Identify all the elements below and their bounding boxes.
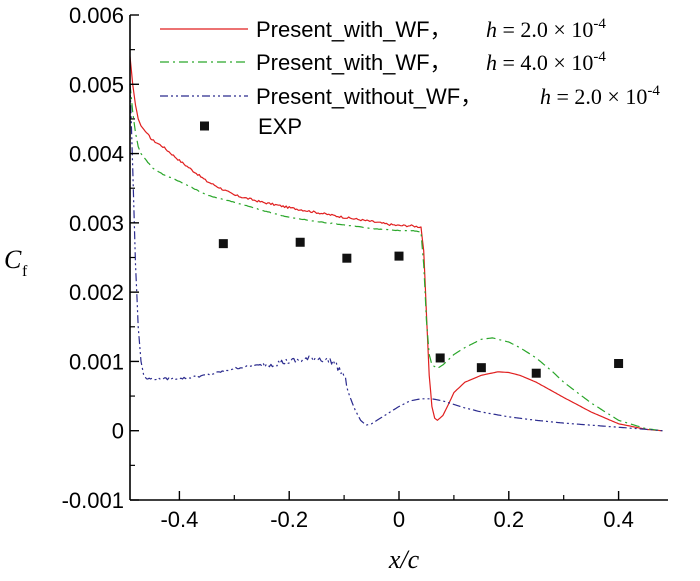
legend-marker-exp xyxy=(200,121,209,131)
legend-label-2: Present_without_WF， xyxy=(256,84,482,109)
exp-marker xyxy=(342,253,352,263)
series-line-1 xyxy=(129,84,663,432)
x-tick-label: -0.2 xyxy=(270,507,308,532)
legend-math-0: h = 2.0 × 10-4 xyxy=(486,16,606,42)
x-tick-label: 0 xyxy=(393,507,405,532)
legend: Present_with_WF， h = 2.0 × 10-4Present_wi… xyxy=(160,16,660,139)
legend-label-1: Present_with_WF， xyxy=(256,50,452,75)
exp-marker xyxy=(435,353,445,363)
y-tick-label: 0.002 xyxy=(69,280,124,305)
x-tick-label: 0.2 xyxy=(493,507,524,532)
exp-marker xyxy=(295,237,305,247)
exp-marker xyxy=(394,251,404,261)
tick-layer: -0.001 0 0.001 0.002 0.003 0.004 0.005 0.006 -0.… xyxy=(62,3,634,532)
y-tick-label: 0.005 xyxy=(69,72,124,97)
y-axis-title-main: C xyxy=(4,245,22,274)
y-tick-label: 0.003 xyxy=(69,211,124,236)
y-tick-label: 0.001 xyxy=(69,349,124,374)
y-tick-label: -0.001 xyxy=(62,488,124,513)
y-tick-label: 0.006 xyxy=(69,3,124,28)
x-axis-title: x/c xyxy=(388,545,420,574)
exp-marker xyxy=(218,239,228,249)
exp-marker xyxy=(531,368,541,378)
exp-marker xyxy=(476,363,486,373)
legend-math-2: h = 2.0 × 10-4 xyxy=(540,83,660,109)
legend-label-0: Present_with_WF， xyxy=(256,17,452,42)
y-axis-title-sub: f xyxy=(22,263,28,280)
exp-markers-layer xyxy=(218,237,624,378)
series-line-0 xyxy=(129,56,663,432)
legend-math-1: h = 4.0 × 10-4 xyxy=(486,49,606,75)
series-line-2 xyxy=(129,84,663,432)
y-tick-label: 0.004 xyxy=(69,142,124,167)
x-tick-label: 0.4 xyxy=(603,507,634,532)
y-axis-title: C f xyxy=(4,245,28,280)
y-tick-label: 0 xyxy=(112,419,124,444)
x-tick-label: -0.4 xyxy=(160,507,198,532)
series-layer xyxy=(129,56,663,432)
legend-label-exp: EXP xyxy=(258,114,302,139)
exp-marker xyxy=(614,359,624,369)
